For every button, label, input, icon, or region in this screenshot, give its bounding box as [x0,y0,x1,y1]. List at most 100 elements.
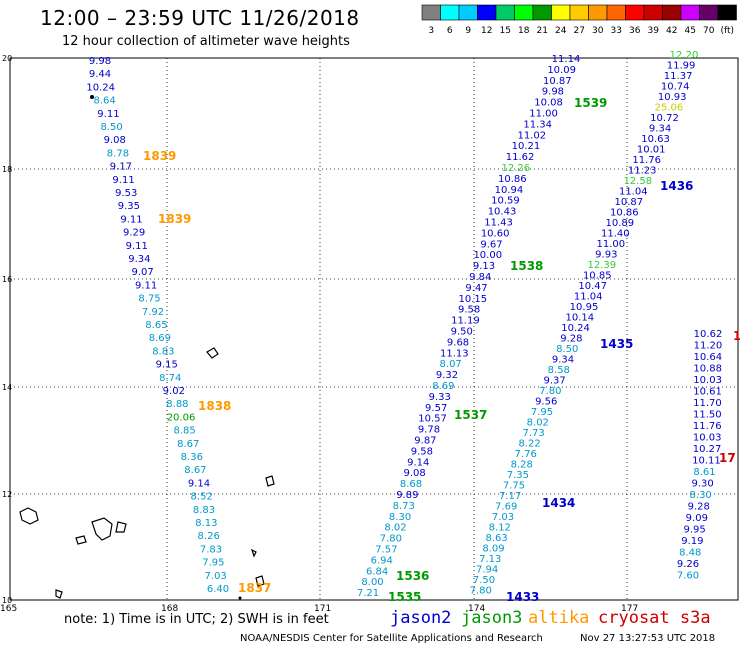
pass-number-label: 17 [719,451,736,465]
wave-height-value: 9.17 [110,162,132,173]
colorbar-swatch [496,5,515,20]
colorbar-label: 33 [611,26,622,36]
wave-height-value: 8.63 [485,533,507,544]
wave-height-value: 8.65 [145,320,167,331]
colorbar-label: 9 [465,26,471,36]
wave-height-value: 9.89 [396,490,418,501]
wave-height-value: 7.76 [515,449,537,460]
y-tick-label: 14 [2,383,12,392]
wave-height-value: 9.28 [560,334,582,345]
colorbar-swatch [607,5,626,20]
wave-height-value: 12.20 [670,50,699,61]
wave-height-value: 20.06 [167,412,196,423]
island-outline [252,550,256,556]
wave-height-value: 9.50 [451,327,473,338]
wave-height-value: 8.36 [181,452,203,463]
wave-height-map: 3 6 9 12 15 18 21 24 27 30 33 36 39 42 45 70 (ft) 165 168… [0,0,740,650]
wave-height-value: 6.40 [207,584,229,595]
wave-height-value: 10.64 [693,352,722,363]
wave-height-value: 7.83 [200,544,222,555]
island-outline [20,508,38,524]
wave-height-value: 8.64 [93,96,115,107]
wave-height-value: 11.04 [619,187,648,198]
wave-height-value: 9.34 [649,124,671,135]
wave-height-value: 9.98 [542,87,564,98]
wave-height-value: 7.75 [503,481,525,492]
wave-height-value: 8.69 [149,333,171,344]
wave-height-value: 10.86 [610,208,639,219]
colorbar-label: 18 [518,26,530,36]
colorbar-label: 36 [629,26,641,36]
colorbar-label: (ft) [720,26,734,36]
colorbar-swatch [533,5,552,20]
wave-height-value: 8.50 [556,344,578,355]
wave-height-value: 11.19 [451,316,480,327]
wave-height-value: 9.32 [436,370,458,381]
wave-height-value: 11.76 [632,155,661,166]
wave-height-value: 10.61 [693,387,722,398]
wave-height-value: 7.03 [205,571,227,582]
pass-number-label: 1538 [510,259,543,273]
wave-height-value: 10.74 [661,82,690,93]
wave-height-value: 8.69 [432,381,454,392]
wave-height-value: 11.20 [694,341,723,352]
wave-height-value: 11.37 [664,71,693,82]
colorbar-label: 45 [685,26,696,36]
wave-height-value: 12.58 [623,176,652,187]
wave-height-value: 7.21 [357,588,379,599]
wave-height-value: 10.03 [693,375,722,386]
wave-height-value: 10.94 [495,185,524,196]
wave-height-value: 9.28 [688,502,710,513]
colorbar-label: 30 [592,26,604,36]
wave-height-value: 11.00 [529,109,558,120]
wave-height-value: 7.73 [522,428,544,439]
wave-height-value: 10.62 [694,329,723,340]
colorbar-swatch [552,5,571,20]
wave-height-value: 9.02 [163,386,185,397]
wave-height-value: 10.85 [583,271,612,282]
wave-height-value: 9.07 [132,267,154,278]
wave-height-value: 7.95 [531,407,553,418]
wave-height-value: 9.98 [89,56,111,67]
wave-height-value: 9.93 [595,250,617,261]
wave-height-value: 10.59 [491,196,520,207]
wave-height-value: 8.58 [548,365,570,376]
y-tick-label: 18 [2,165,12,174]
wave-height-value: 9.35 [118,201,140,212]
wave-height-value: 9.57 [425,403,447,414]
legend-cryosat: cryosat s3a [598,608,711,628]
wave-height-value: 8.26 [198,531,220,542]
wave-height-value: 9.09 [686,513,708,524]
wave-height-value: 8.09 [482,544,504,555]
wave-height-value: 8.85 [173,426,195,437]
wave-height-value: 7.17 [499,491,521,502]
wave-height-value: 11.04 [574,292,603,303]
wave-height-value: 10.95 [570,302,599,313]
wave-height-value: 8.75 [138,294,160,305]
wave-height-value: 10.88 [693,364,722,375]
wave-height-value: 8.88 [166,399,188,410]
note-text: note: 1) Time is in UTC; 2) SWH is in fe… [64,612,329,627]
wave-height-value: 8.30 [389,512,411,523]
wave-height-value: 9.58 [411,446,433,457]
wave-height-value: 10.14 [565,313,594,324]
wave-height-value: 8.52 [191,492,213,503]
wave-height-value: 8.50 [100,122,122,133]
x-tick-label: 165 [0,604,17,614]
wave-height-value: 10.86 [498,174,527,185]
pass-number-label: 1536 [396,569,429,583]
wave-height-value: 9.30 [691,479,713,490]
colorbar-label: 42 [666,26,677,36]
colorbar-label: 24 [555,26,567,36]
pass-number-label: 1535 [388,590,421,604]
wave-height-value: 9.14 [188,478,210,489]
wave-height-value: 7.57 [375,545,397,556]
timestamp-text: Nov 27 13:27:53 UTC 2018 [580,633,715,644]
wave-height-value: 8.13 [195,518,217,529]
wave-height-value: 9.26 [677,559,699,570]
wave-height-value: 10.87 [543,76,572,87]
wave-height-value: 8.28 [511,460,533,471]
wave-height-value: 8.67 [184,465,206,476]
wave-height-value: 11.43 [484,218,513,229]
wave-height-value: 9.95 [683,525,705,536]
